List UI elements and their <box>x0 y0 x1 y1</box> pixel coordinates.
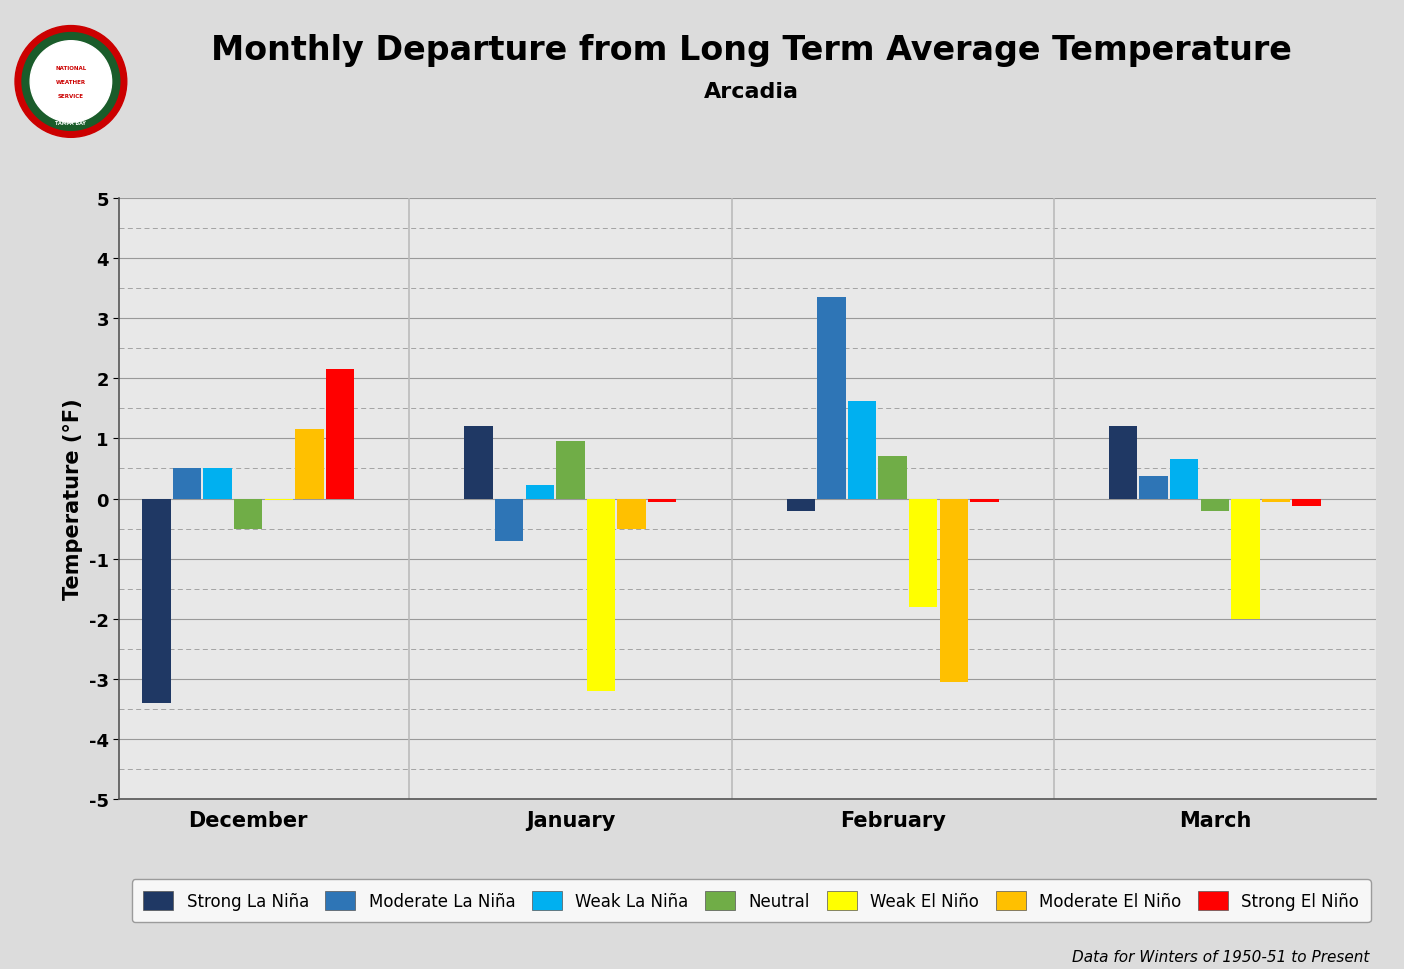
Bar <box>1140 476 1168 499</box>
Circle shape <box>15 26 126 139</box>
Bar <box>1293 499 1321 506</box>
Text: TAMPA BAY: TAMPA BAY <box>56 120 86 126</box>
Bar <box>142 499 171 703</box>
Legend: Strong La Niña, Moderate La Niña, Weak La Niña, Neutral, Weak El Niño, Moderate : Strong La Niña, Moderate La Niña, Weak L… <box>132 880 1370 922</box>
Bar <box>848 402 876 499</box>
Bar <box>879 457 907 499</box>
Bar <box>525 485 555 499</box>
Bar <box>587 499 615 691</box>
Bar <box>618 499 646 529</box>
Text: SERVICE: SERVICE <box>58 94 84 99</box>
Bar <box>908 499 938 608</box>
Y-axis label: Temperature (°F): Temperature (°F) <box>63 398 83 600</box>
Bar <box>173 469 201 499</box>
Bar <box>1231 499 1259 619</box>
Bar <box>326 370 354 499</box>
Bar <box>970 499 998 503</box>
Text: Data for Winters of 1950-51 to Present: Data for Winters of 1950-51 to Present <box>1071 950 1369 964</box>
Bar <box>295 430 324 499</box>
Bar <box>939 499 969 682</box>
Bar <box>1170 460 1199 499</box>
Text: Monthly Departure from Long Term Average Temperature: Monthly Departure from Long Term Average… <box>211 34 1292 67</box>
Bar <box>556 442 584 499</box>
Bar <box>1109 427 1137 499</box>
Bar <box>1262 499 1290 503</box>
Text: Arcadia: Arcadia <box>703 82 799 103</box>
Bar <box>264 499 293 501</box>
Text: WEATHER: WEATHER <box>56 79 86 85</box>
Circle shape <box>29 42 112 123</box>
Bar <box>204 469 232 499</box>
Bar <box>465 427 493 499</box>
Bar <box>496 499 524 541</box>
Bar <box>234 499 263 529</box>
Bar <box>786 499 816 511</box>
Circle shape <box>22 34 119 131</box>
Bar <box>817 297 845 499</box>
Text: NATIONAL: NATIONAL <box>55 66 87 71</box>
Bar <box>649 499 677 503</box>
Bar <box>1200 499 1228 511</box>
